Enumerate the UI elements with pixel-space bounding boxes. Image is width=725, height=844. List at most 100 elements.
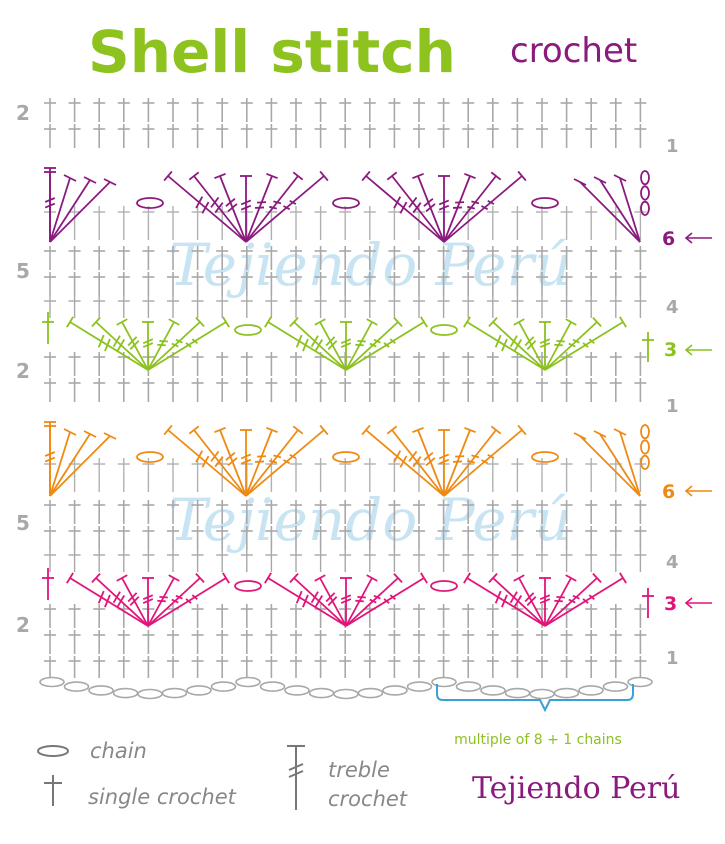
- chain-stitch: [640, 454, 650, 470]
- single-crochet-stitch: [339, 124, 352, 148]
- treble-stitch: [579, 181, 641, 243]
- treble-top: [488, 572, 498, 584]
- single-crochet-stitch: [413, 272, 425, 296]
- treble-hatch: [373, 338, 381, 344]
- single-crochet-stitch: [117, 458, 130, 492]
- treble-hatch: [129, 340, 140, 350]
- treble-stitch: [219, 429, 247, 497]
- treble-hatch: [412, 456, 422, 468]
- single-crochet-stitch: [339, 458, 352, 492]
- treble-hatch: [289, 453, 297, 459]
- single-crochet-stitch: [536, 246, 548, 270]
- treble-top: [592, 316, 602, 328]
- chain-stitch: [382, 685, 408, 696]
- treble-stitch: [49, 431, 71, 497]
- treble-hatch: [157, 343, 166, 347]
- single-crochet-stitch: [191, 604, 204, 628]
- single-crochet-stitch: [339, 550, 352, 572]
- single-crochet-stitch: [585, 246, 598, 270]
- row-number-left: 5: [16, 259, 30, 283]
- legend-single-crochet-label: single crochet: [88, 785, 237, 809]
- single-crochet-stitch: [634, 630, 647, 654]
- single-crochet-stitch: [142, 124, 155, 148]
- single-crochet-stitch: [339, 630, 352, 654]
- treble-hatch: [210, 196, 220, 208]
- treble-hatch: [325, 336, 336, 347]
- single-crochet-stitch: [363, 550, 376, 572]
- single-crochet-stitch: [142, 296, 155, 318]
- treble-hatch: [116, 339, 125, 352]
- chain-stitch: [640, 170, 650, 186]
- treble-top: [195, 572, 205, 584]
- single-crochet-stitch: [42, 568, 54, 600]
- shell-rows: [42, 167, 654, 627]
- treble-top: [619, 316, 627, 328]
- single-crochet-stitch: [486, 124, 499, 148]
- single-crochet-stitch: [93, 124, 106, 148]
- chain-stitch: [529, 688, 555, 700]
- treble-hatch: [572, 594, 580, 600]
- single-crochet-stitch: [437, 378, 450, 402]
- treble-fan: [163, 170, 329, 243]
- treble-stitch: [167, 175, 247, 243]
- single-crochet-stitch: [68, 550, 81, 572]
- treble-stitch: [619, 177, 641, 243]
- single-crochet-stitch: [642, 588, 654, 618]
- treble-hatch: [383, 342, 390, 348]
- treble-hatch: [214, 456, 224, 468]
- single-crochet-stitch: [167, 206, 179, 240]
- single-crochet-stitch: [265, 550, 278, 572]
- treble-top: [613, 174, 627, 182]
- single-crochet-stitch: [314, 604, 327, 628]
- single-crochet-stitch: [117, 206, 130, 240]
- single-crochet-stitch: [388, 296, 401, 318]
- single-crochet-stitch: [142, 206, 155, 240]
- single-crochet-stitch: [413, 500, 425, 524]
- treble-hatch: [487, 199, 495, 205]
- treble-hatch: [175, 594, 183, 600]
- single-crochet-stitch: [339, 206, 352, 240]
- single-crochet-stitch: [117, 246, 130, 270]
- single-crochet-stitch: [388, 604, 401, 628]
- treble-hatch: [438, 199, 450, 206]
- single-crochet-stitch: [634, 352, 647, 376]
- single-crochet-stitch: [142, 500, 155, 524]
- treble-hatch: [240, 199, 252, 206]
- chain-stitch: [234, 324, 262, 336]
- single-crochet-stitch: [93, 604, 106, 628]
- single-crochet-stitch: [265, 246, 278, 270]
- treble-hatch: [389, 594, 396, 600]
- single-crochet-stitch: [240, 98, 253, 122]
- single-crochet-stitch: [363, 630, 376, 654]
- treble-hatch: [240, 458, 252, 465]
- single-crochet-stitch: [68, 246, 81, 270]
- treble-hatch: [175, 338, 183, 344]
- chain-stitch: [640, 439, 650, 455]
- treble-stitch: [391, 429, 445, 497]
- single-crochet-stitch: [388, 98, 401, 122]
- treble-hatch: [588, 594, 595, 600]
- single-crochet-stitch: [93, 378, 106, 402]
- treble-top: [464, 172, 476, 180]
- treble-hatch: [539, 342, 551, 348]
- single-crochet-stitch: [585, 526, 598, 550]
- treble-top: [222, 572, 230, 584]
- single-crochet-stitch: [413, 378, 425, 402]
- treble-hatch: [283, 459, 291, 465]
- treble-hatch: [116, 595, 125, 608]
- single-crochet-stitch: [585, 272, 598, 296]
- arrow-icon: [684, 485, 712, 497]
- single-crochet-stitch: [314, 550, 327, 572]
- single-crochet-stitch: [142, 630, 155, 654]
- single-crochet-stitch: [585, 378, 598, 402]
- treble-hatch: [185, 598, 192, 604]
- single-crochet-stitch: [167, 656, 179, 678]
- treble-top: [314, 318, 326, 326]
- single-crochet-stitch: [585, 458, 598, 492]
- chain-stitch: [332, 197, 360, 209]
- single-crochet-stitch: [314, 206, 327, 240]
- treble-top: [91, 316, 101, 328]
- single-crochet-stitch: [511, 604, 524, 628]
- treble-top: [490, 171, 502, 181]
- treble-top: [565, 574, 577, 582]
